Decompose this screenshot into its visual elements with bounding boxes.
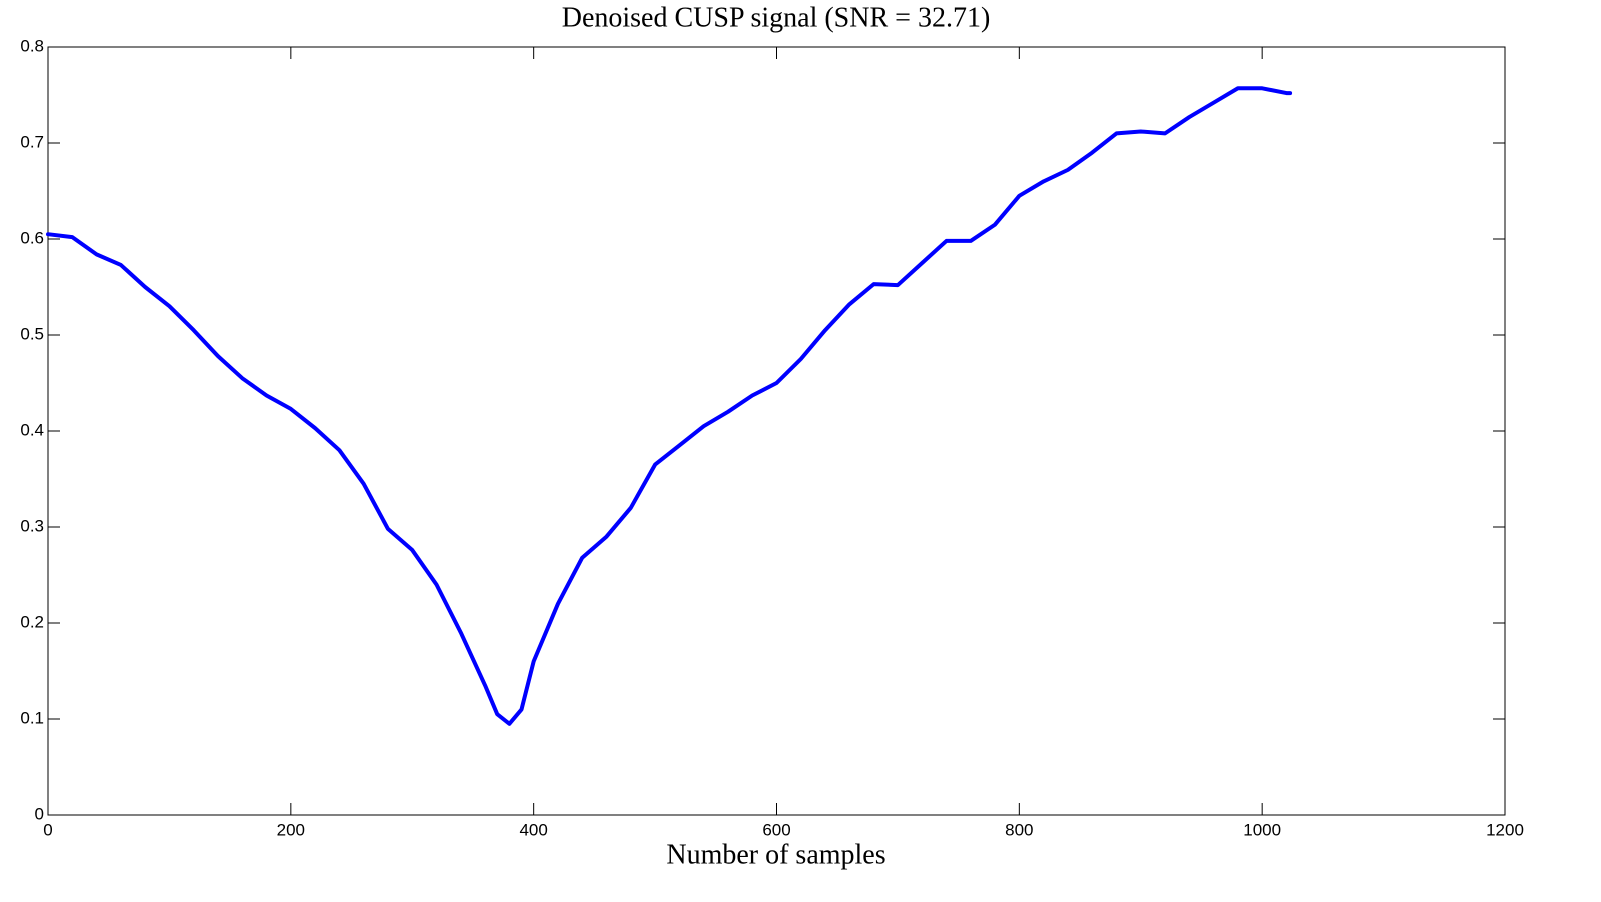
y-tick-label: 0.2	[20, 612, 44, 631]
y-tick-label: 0.4	[20, 420, 44, 439]
y-tick-label: 0.3	[20, 516, 44, 535]
x-tick-label: 200	[277, 820, 305, 839]
y-tick-label: 0.7	[20, 132, 44, 151]
y-tick-label: 0.1	[20, 708, 44, 727]
x-axis-label: Number of samples	[666, 839, 885, 870]
x-tick-label: 800	[1005, 820, 1033, 839]
signal-line	[46, 86, 1293, 726]
x-tick-label: 1000	[1243, 820, 1281, 839]
chart-title: Denoised CUSP signal (SNR = 32.71)	[562, 2, 991, 33]
x-tick-label: 1200	[1486, 820, 1524, 839]
x-tick-label: 600	[762, 820, 790, 839]
plot-frame	[47, 46, 1506, 816]
y-tick-label: 0.5	[20, 324, 44, 343]
y-tick-label: 0.8	[20, 36, 44, 55]
x-tick-label: 400	[519, 820, 547, 839]
x-tick-label: 0	[43, 820, 52, 839]
y-tick-label: 0.6	[20, 228, 44, 247]
y-tick-label: 0	[35, 804, 44, 823]
